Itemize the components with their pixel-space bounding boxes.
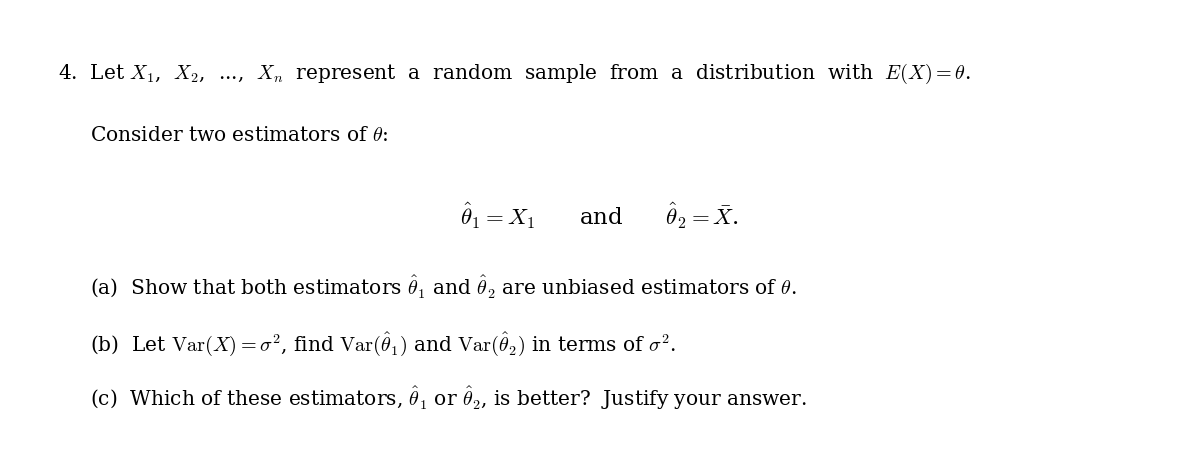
Text: 4.  Let $X_1$,  $X_2$,  ...,  $X_n$  represent  a  random  sample  from  a  dist: 4. Let $X_1$, $X_2$, ..., $X_n$ represen… [58,62,971,85]
Text: (a)  Show that both estimators $\hat{\theta}_1$ and $\hat{\theta}_2$ are unbiase: (a) Show that both estimators $\hat{\the… [90,273,797,300]
Text: (c)  Which of these estimators, $\hat{\theta}_1$ or $\hat{\theta}_2$, is better?: (c) Which of these estimators, $\hat{\th… [90,384,806,412]
Text: (b)  Let $\mathrm{Var}(X) = \sigma^2$, find $\mathrm{Var}(\hat{\theta}_1)$ and $: (b) Let $\mathrm{Var}(X) = \sigma^2$, fi… [90,330,677,357]
Text: Consider two estimators of $\theta$:: Consider two estimators of $\theta$: [90,126,389,145]
Text: $\hat{\theta}_1 = X_1$      and      $\hat{\theta}_2 = \bar{X}$.: $\hat{\theta}_1 = X_1$ and $\hat{\theta}… [461,201,739,231]
